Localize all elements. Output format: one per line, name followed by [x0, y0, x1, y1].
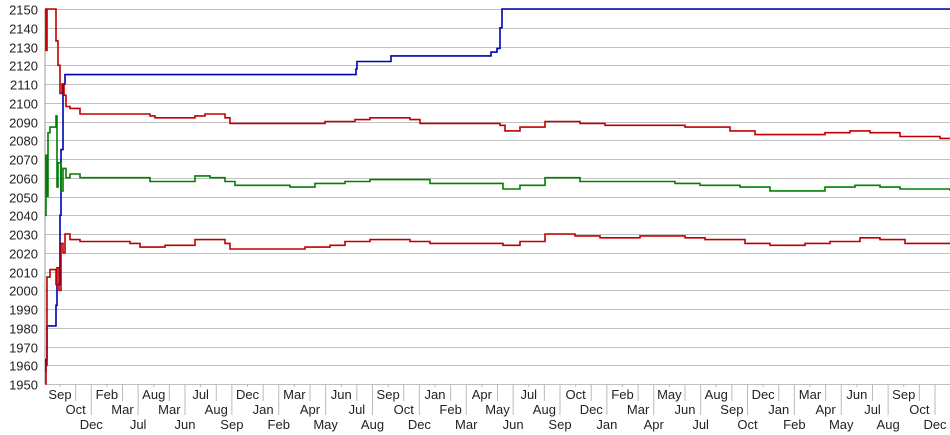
x-tick-label: Aug: [142, 387, 165, 402]
x-tick-label: May: [313, 417, 338, 432]
x-tick-label: Oct: [66, 402, 87, 417]
x-tick-label: Feb: [439, 402, 461, 417]
x-tick-label: Mar: [111, 402, 134, 417]
x-tick-label: Sep: [892, 387, 915, 402]
x-tick-label: Aug: [205, 402, 228, 417]
x-tick-label: May: [829, 417, 854, 432]
x-tick-label: Jun: [675, 402, 696, 417]
x-tick-label: Feb: [268, 417, 290, 432]
series-line-1: [45, 8, 950, 140]
y-tick-label: 2150: [9, 3, 38, 18]
x-tick-label: Dec: [236, 387, 260, 402]
x-tick-label: Oct: [909, 402, 930, 417]
x-tick-label: Aug: [533, 402, 556, 417]
x-tick-label: Mar: [283, 387, 306, 402]
x-tick-label: Jul: [864, 402, 881, 417]
x-tick-label: Sep: [548, 417, 571, 432]
y-tick-label: 2130: [9, 41, 38, 56]
y-tick-label: 1980: [9, 322, 38, 337]
x-tick-label: Dec: [80, 417, 104, 432]
x-axis-ticks: SepOctDecFebMarJulAugMarJunJulAugSepDecJ…: [48, 384, 947, 432]
x-tick-label: Apr: [816, 402, 837, 417]
x-tick-label: Dec: [752, 387, 776, 402]
x-tick-label: Mar: [627, 402, 650, 417]
x-tick-label: Jun: [331, 387, 352, 402]
gridlines: [45, 9, 950, 385]
y-tick-label: 2070: [9, 153, 38, 168]
y-tick-label: 1990: [9, 303, 38, 318]
series-line-3: [45, 233, 950, 385]
x-tick-label: Jun: [846, 387, 867, 402]
y-tick-label: 1970: [9, 341, 38, 356]
x-tick-label: Aug: [877, 417, 900, 432]
x-tick-label: Oct: [394, 402, 415, 417]
x-tick-label: Jan: [253, 402, 274, 417]
x-tick-label: Apr: [472, 387, 493, 402]
y-tick-label: 2000: [9, 284, 38, 299]
x-tick-label: Oct: [566, 387, 587, 402]
y-tick-label: 2030: [9, 228, 38, 243]
x-tick-label: Dec: [580, 402, 604, 417]
x-tick-label: Jul: [520, 387, 537, 402]
x-tick-label: May: [657, 387, 682, 402]
x-tick-label: Jul: [130, 417, 147, 432]
x-tick-label: Feb: [783, 417, 805, 432]
x-tick-label: Jun: [503, 417, 524, 432]
x-tick-label: Dec: [408, 417, 432, 432]
x-tick-label: Jan: [425, 387, 446, 402]
x-tick-label: May: [485, 402, 510, 417]
x-tick-label: Aug: [361, 417, 384, 432]
x-tick-label: Feb: [611, 387, 633, 402]
x-tick-label: Mar: [455, 417, 478, 432]
x-tick-label: Sep: [48, 387, 71, 402]
y-tick-label: 2040: [9, 209, 38, 224]
y-tick-label: 2100: [9, 97, 38, 112]
x-tick-label: Jan: [596, 417, 617, 432]
x-tick-label: Sep: [220, 417, 243, 432]
x-tick-label: Mar: [158, 402, 181, 417]
y-tick-label: 2090: [9, 116, 38, 131]
x-tick-label: Jul: [692, 417, 709, 432]
y-tick-label: 2080: [9, 134, 38, 149]
y-axis-ticks: 1950 1960 1970 1980 1990 2000 2010 2020 2030 2040…: [9, 3, 38, 393]
x-tick-label: Jul: [349, 402, 366, 417]
x-tick-label: Feb: [96, 387, 118, 402]
y-tick-label: 2120: [9, 59, 38, 74]
x-tick-label: Jun: [175, 417, 196, 432]
series-lines: [45, 8, 950, 385]
series-line-2: [45, 115, 950, 217]
y-tick-label: 2060: [9, 172, 38, 187]
x-tick-label: Sep: [720, 402, 743, 417]
x-tick-label: Apr: [300, 402, 321, 417]
x-tick-label: Jan: [768, 402, 789, 417]
x-tick-label: Oct: [737, 417, 758, 432]
y-tick-label: 1960: [9, 359, 38, 374]
y-tick-label: 2110: [10, 78, 38, 93]
y-tick-label: 2140: [9, 22, 38, 37]
y-tick-label: 2010: [9, 266, 38, 281]
x-tick-label: Jul: [192, 387, 209, 402]
x-tick-label: Sep: [377, 387, 400, 402]
y-tick-label: 2020: [9, 247, 38, 262]
x-tick-label: Mar: [799, 387, 822, 402]
x-tick-label: Aug: [705, 387, 728, 402]
x-tick-label: Dec: [923, 417, 947, 432]
y-tick-label: 1950: [9, 378, 38, 393]
x-tick-label: Apr: [644, 417, 665, 432]
y-tick-label: 2050: [9, 191, 38, 206]
series-line-0: [45, 8, 950, 372]
